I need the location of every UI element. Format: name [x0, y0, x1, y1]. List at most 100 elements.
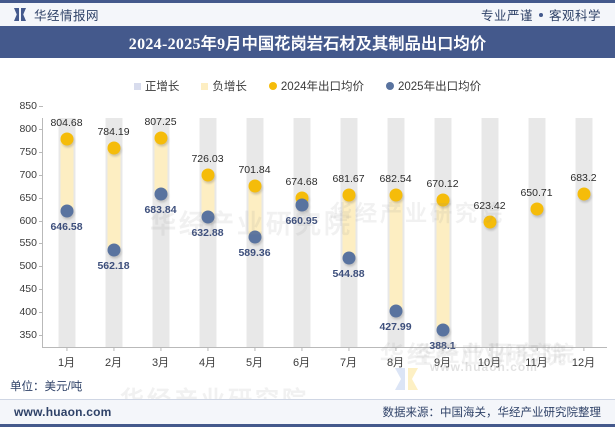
growth-bar-negative: [248, 185, 261, 238]
site-footer: www.huaon.com 数据来源：中国海关，华经产业研究院整理: [0, 399, 615, 427]
column-background: [481, 118, 498, 347]
legend-item-negative[interactable]: 负增长: [201, 78, 247, 94]
data-point-2024-label: 650.71: [520, 187, 553, 200]
y-axis-tick: 800: [19, 123, 43, 135]
chart-column[interactable]: 807.25 683.84 3月: [137, 115, 184, 369]
data-point-2025-label: 660.95: [285, 214, 318, 227]
chart-column[interactable]: 804.68 646.58 1月: [43, 116, 90, 369]
x-axis-tick: 10月: [478, 347, 501, 370]
legend-item-2024[interactable]: 2024年出口均价: [268, 78, 364, 94]
data-point-2024[interactable]: [530, 202, 543, 216]
footer-source: 数据来源：中国海关，华经产业研究院整理: [382, 407, 602, 419]
unit-label: 单位：美元/吨: [10, 381, 83, 393]
growth-bar-negative: [342, 195, 355, 258]
data-point-2025-label: 427.99: [379, 321, 412, 334]
brand-name: 华经情报网: [34, 9, 100, 23]
data-point-2025[interactable]: [295, 198, 308, 212]
legend-swatch-negative: [201, 82, 209, 90]
y-axis-tick: 550: [19, 237, 43, 249]
legend-label-2024: 2024年出口均价: [280, 81, 364, 93]
legend-swatch-positive: [133, 82, 141, 90]
data-point-2024-label: 807.25: [144, 115, 177, 128]
data-point-2024[interactable]: [248, 179, 261, 193]
growth-bar-negative: [436, 200, 449, 330]
data-point-2025[interactable]: [436, 323, 449, 337]
legend-item-positive[interactable]: 正增长: [133, 78, 179, 94]
data-point-2025[interactable]: [248, 230, 261, 244]
chart-title-bar: 2024-2025年9月中国花岗岩石材及其制品出口均价: [0, 26, 615, 58]
column-background: [575, 118, 592, 347]
x-axis-tick: 6月: [293, 347, 310, 370]
y-axis-tick: 700: [19, 169, 43, 181]
y-axis-tick: 850: [19, 100, 43, 112]
chart-column[interactable]: 682.54 427.99 8月: [372, 118, 419, 369]
x-axis-tick: 8月: [387, 347, 404, 370]
data-point-2025-label: 562.18: [97, 259, 130, 272]
data-point-2024[interactable]: [107, 141, 120, 155]
growth-bar-negative: [107, 148, 120, 250]
site-slogan: 专业严谨 客观科学: [481, 5, 601, 24]
data-point-2025-label: 646.58: [50, 221, 83, 234]
data-point-2025[interactable]: [201, 210, 214, 224]
x-axis-tick: 3月: [152, 347, 169, 370]
x-axis-tick: 9月: [434, 347, 451, 370]
data-point-2025[interactable]: [60, 204, 73, 218]
x-axis-tick: 11月: [525, 347, 548, 370]
data-point-2024-label: 726.03: [191, 152, 224, 165]
x-axis-tick: 1月: [58, 347, 75, 370]
data-point-2025[interactable]: [107, 243, 120, 257]
chart-column[interactable]: 650.71 11月: [513, 118, 560, 369]
data-point-2025-label: 544.88: [332, 267, 365, 280]
growth-bar-negative: [389, 194, 402, 312]
y-axis-tick: 450: [19, 283, 43, 295]
data-point-2024-label: 682.54: [379, 172, 412, 185]
data-point-2024-label: 683.2: [570, 172, 597, 185]
legend-label-2025: 2025年出口均价: [398, 81, 482, 93]
chart-column[interactable]: 784.19 562.18 2月: [90, 118, 137, 369]
y-axis-tick: 350: [19, 329, 43, 341]
data-point-2024[interactable]: [60, 132, 73, 146]
data-point-2024-label: 674.68: [285, 176, 318, 189]
legend-swatch-2024: [268, 82, 277, 90]
data-point-2025-label: 683.84: [144, 204, 177, 217]
footer-website-link[interactable]: www.huaon.com: [14, 405, 112, 419]
chart-area: 804.68 646.58 1月 784.19 562.18 2月 807.25 683.84…: [0, 100, 615, 414]
data-point-2024[interactable]: [201, 168, 214, 182]
chart-column[interactable]: 623.42 10月: [466, 118, 513, 369]
growth-bar-negative: [201, 174, 214, 218]
data-point-2024-label: 681.67: [332, 173, 365, 186]
y-axis-tick: 400: [19, 306, 43, 318]
brand[interactable]: 华经情报网: [14, 5, 99, 24]
data-point-2025[interactable]: [154, 187, 167, 201]
chart-column[interactable]: 670.12 388.1 9月: [419, 118, 466, 369]
legend-item-2025[interactable]: 2025年出口均价: [386, 78, 481, 94]
page-title: 2024-2025年9月中国花岗岩石材及其制品出口均价: [128, 36, 487, 53]
huajing-logo-icon: [14, 8, 28, 21]
x-axis-tick: 2月: [105, 347, 122, 370]
y-axis-tick: 600: [19, 215, 43, 227]
data-point-2024[interactable]: [577, 187, 590, 201]
data-point-2024[interactable]: [389, 188, 402, 202]
x-axis-tick: 12月: [572, 347, 595, 370]
chart-column[interactable]: 701.84 589.36 5月: [231, 118, 278, 369]
data-point-2024[interactable]: [342, 188, 355, 202]
data-point-2024[interactable]: [483, 215, 496, 229]
data-point-2024[interactable]: [154, 131, 167, 145]
chart-column[interactable]: 683.2 12月: [560, 118, 607, 369]
data-point-2025[interactable]: [389, 304, 402, 318]
chart-column[interactable]: 681.67 544.88 7月: [325, 118, 372, 369]
data-point-2025-label: 589.36: [238, 247, 271, 260]
data-point-2024[interactable]: [436, 193, 449, 207]
data-point-2025[interactable]: [342, 251, 355, 265]
data-point-2025-label: 632.88: [191, 227, 224, 240]
slogan-left: 专业严谨: [480, 9, 533, 23]
chart-column[interactable]: 726.03 632.88 4月: [184, 118, 231, 369]
data-point-2024-label: 670.12: [426, 178, 459, 191]
growth-bar-negative: [60, 138, 73, 212]
data-point-2024-label: 804.68: [50, 116, 83, 129]
column-group: 804.68 646.58 1月 784.19 562.18 2月 807.25 683.84…: [43, 115, 607, 369]
bullet-dot-icon: [538, 12, 543, 17]
chart-column[interactable]: 674.68 660.95 6月: [278, 118, 325, 369]
data-point-2025-label: 388.1: [429, 339, 456, 352]
